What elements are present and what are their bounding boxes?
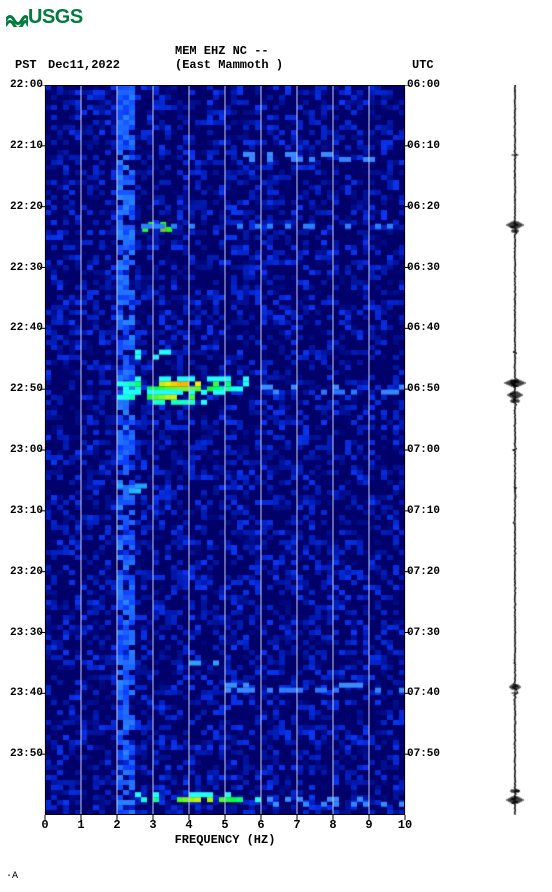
xtick: 8 [329, 818, 336, 832]
xtick: 9 [365, 818, 372, 832]
utc-label: UTC [412, 58, 434, 72]
xtick: 5 [221, 818, 228, 832]
ytick-right: 07:30 [407, 627, 440, 639]
xtick: 6 [257, 818, 264, 832]
ytick-right: 07:20 [407, 566, 440, 578]
date-label: Dec11,2022 [48, 58, 120, 72]
x-axis-label: FREQUENCY (HZ) [175, 833, 276, 847]
ytick-left: 23:50 [10, 748, 43, 760]
xtick: 10 [398, 818, 412, 832]
station-line2: (East Mammoth ) [175, 58, 283, 72]
ytick-right: 06:40 [407, 322, 440, 334]
ytick-left: 22:00 [10, 79, 43, 91]
xtick: 3 [149, 818, 156, 832]
station-line1: MEM EHZ NC -- [175, 44, 269, 58]
ytick-right: 06:30 [407, 262, 440, 274]
ytick-left: 22:30 [10, 262, 43, 274]
ytick-right: 06:10 [407, 140, 440, 152]
usgs-logo-text: USGS [28, 6, 83, 29]
ytick-left: 23:10 [10, 505, 43, 517]
spectrogram-plot: 22:0022:1022:2022:3022:4022:5023:0023:10… [45, 85, 405, 815]
ytick-left: 23:20 [10, 566, 43, 578]
ytick-left: 22:40 [10, 322, 43, 334]
ytick-right: 06:00 [407, 79, 440, 91]
seismogram-canvas [495, 85, 535, 815]
ytick-left: 23:30 [10, 627, 43, 639]
xtick: 1 [77, 818, 84, 832]
ytick-left: 23:40 [10, 687, 43, 699]
ytick-right: 07:40 [407, 687, 440, 699]
ytick-right: 06:20 [407, 201, 440, 213]
usgs-logo: USGS [6, 6, 83, 29]
ytick-left: 22:50 [10, 383, 43, 395]
usgs-wave-icon [6, 9, 28, 27]
ytick-right: 07:10 [407, 505, 440, 517]
ytick-left: 22:20 [10, 201, 43, 213]
xtick: 0 [41, 818, 48, 832]
ytick-right: 06:50 [407, 383, 440, 395]
seismogram-plot [495, 85, 535, 815]
ytick-left: 22:10 [10, 140, 43, 152]
ytick-right: 07:00 [407, 444, 440, 456]
ytick-left: 23:00 [10, 444, 43, 456]
spectrogram-canvas [45, 85, 405, 815]
pst-label: PST [15, 58, 37, 72]
ytick-right: 07:50 [407, 748, 440, 760]
xtick: 4 [185, 818, 192, 832]
xtick: 2 [113, 818, 120, 832]
xtick: 7 [293, 818, 300, 832]
footer-mark: ·A [6, 871, 18, 882]
